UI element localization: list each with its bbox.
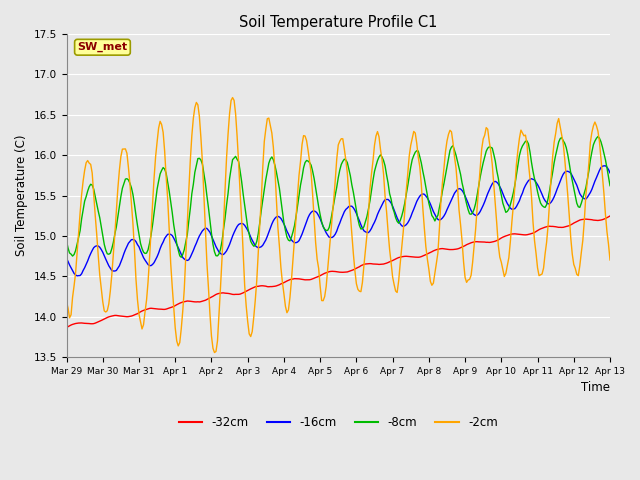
Title: Soil Temperature Profile C1: Soil Temperature Profile C1 bbox=[239, 15, 438, 30]
-16cm bbox=[165, 231, 173, 237]
-2cm bbox=[394, 289, 401, 295]
-16cm bbox=[374, 212, 381, 217]
-2cm bbox=[63, 299, 70, 305]
-16cm bbox=[404, 220, 412, 226]
-16cm bbox=[73, 273, 81, 279]
X-axis label: Time: Time bbox=[581, 382, 610, 395]
-8cm bbox=[374, 158, 381, 164]
-8cm bbox=[164, 180, 172, 185]
-16cm bbox=[600, 163, 608, 168]
-16cm bbox=[63, 255, 70, 261]
Line: -2cm: -2cm bbox=[67, 97, 610, 352]
-2cm bbox=[405, 153, 413, 159]
-32cm bbox=[390, 257, 398, 263]
-32cm bbox=[606, 213, 614, 219]
-2cm bbox=[228, 95, 236, 100]
-32cm bbox=[78, 320, 86, 326]
-16cm bbox=[392, 211, 399, 217]
-8cm bbox=[392, 215, 399, 221]
Line: -16cm: -16cm bbox=[67, 166, 610, 276]
Text: SW_met: SW_met bbox=[77, 42, 127, 52]
Y-axis label: Soil Temperature (C): Soil Temperature (C) bbox=[15, 135, 28, 256]
-16cm bbox=[606, 170, 614, 176]
-16cm bbox=[541, 198, 549, 204]
-8cm bbox=[541, 204, 549, 210]
-8cm bbox=[78, 216, 86, 222]
-8cm bbox=[177, 254, 185, 260]
-8cm bbox=[594, 133, 602, 139]
Legend: -32cm, -16cm, -8cm, -2cm: -32cm, -16cm, -8cm, -2cm bbox=[174, 412, 502, 434]
-32cm bbox=[372, 261, 380, 267]
-2cm bbox=[606, 257, 614, 263]
-2cm bbox=[375, 134, 383, 140]
Line: -32cm: -32cm bbox=[67, 216, 610, 327]
-32cm bbox=[63, 324, 70, 330]
-2cm bbox=[164, 196, 172, 202]
-2cm bbox=[543, 240, 550, 245]
-32cm bbox=[540, 225, 547, 230]
-8cm bbox=[606, 183, 614, 189]
-2cm bbox=[78, 192, 86, 197]
-16cm bbox=[79, 267, 87, 273]
-32cm bbox=[403, 253, 410, 259]
Line: -8cm: -8cm bbox=[67, 136, 610, 257]
-8cm bbox=[63, 238, 70, 244]
-32cm bbox=[164, 306, 172, 312]
-8cm bbox=[404, 183, 412, 189]
-2cm bbox=[211, 349, 218, 355]
